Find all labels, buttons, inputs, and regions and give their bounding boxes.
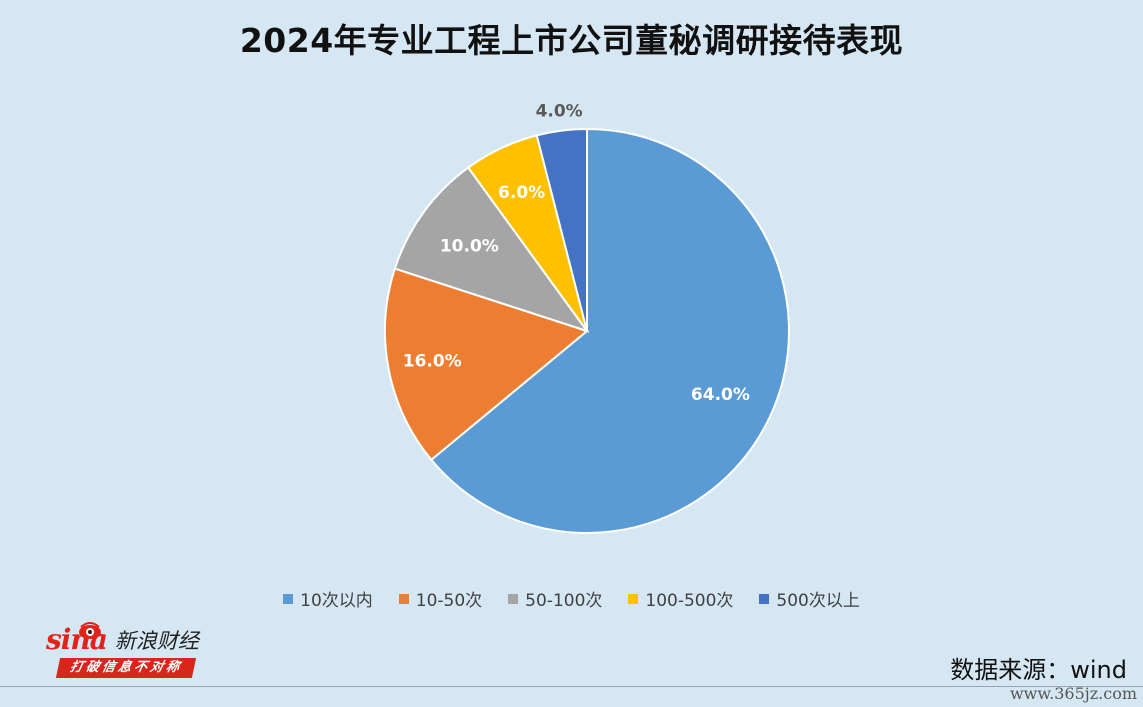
legend-swatch-3 <box>508 593 519 604</box>
watermark: www.365jz.com <box>1009 684 1137 703</box>
legend-swatch-5 <box>759 593 770 604</box>
sina-eye-icon <box>78 622 101 639</box>
pie-slice-5 <box>535 127 588 332</box>
pie-data-labels: 64.0% 16.0% 10.0% 6.0% 4.0% <box>403 102 750 405</box>
data-label-3: 10.0% <box>440 237 499 257</box>
footer-divider <box>0 686 1143 687</box>
sina-slogan: 打破信息不对称 <box>55 658 197 678</box>
data-label-4: 6.0% <box>498 183 545 203</box>
pie-slice-2 <box>384 267 590 462</box>
legend-item-3: 50-100次 <box>508 586 602 611</box>
sina-finance-logo: sina 新浪财经 打破信息不对称 <box>46 620 206 680</box>
legend-swatch-2 <box>398 593 409 604</box>
chart-title: 2024年专业工程上市公司董秘调研接待表现 <box>239 21 904 60</box>
legend-swatch-4 <box>628 593 639 604</box>
pie-chart: 64.0% 16.0% 10.0% 6.0% 4.0% <box>384 102 790 534</box>
legend-label-3: 50-100次 <box>525 591 603 611</box>
legend-label-5: 500次以上 <box>776 591 860 611</box>
legend-item-2: 10-50次 <box>398 586 483 611</box>
pie-slice-3 <box>393 166 590 333</box>
pie-slices <box>384 127 790 534</box>
sina-finance-name: 新浪财经 <box>114 629 199 653</box>
legend-item-5: 500次以上 <box>759 586 860 611</box>
legend-label-2: 10-50次 <box>415 591 483 611</box>
data-source: 数据来源：wind <box>950 656 1127 684</box>
legend-label-1: 10次以内 <box>300 591 373 611</box>
legend-item-4: 100-500次 <box>628 586 733 611</box>
data-label-1: 64.0% <box>691 385 750 405</box>
legend: 10次以内 10-50次 50-100次 100-500次 500次以上 <box>0 586 1143 611</box>
data-label-2: 16.0% <box>403 352 462 372</box>
legend-swatch-1 <box>283 593 294 604</box>
legend-item-1: 10次以内 <box>283 586 373 611</box>
legend-label-4: 100-500次 <box>645 591 734 611</box>
data-label-5: 4.0% <box>536 102 583 122</box>
pie-slice-1 <box>429 127 790 534</box>
